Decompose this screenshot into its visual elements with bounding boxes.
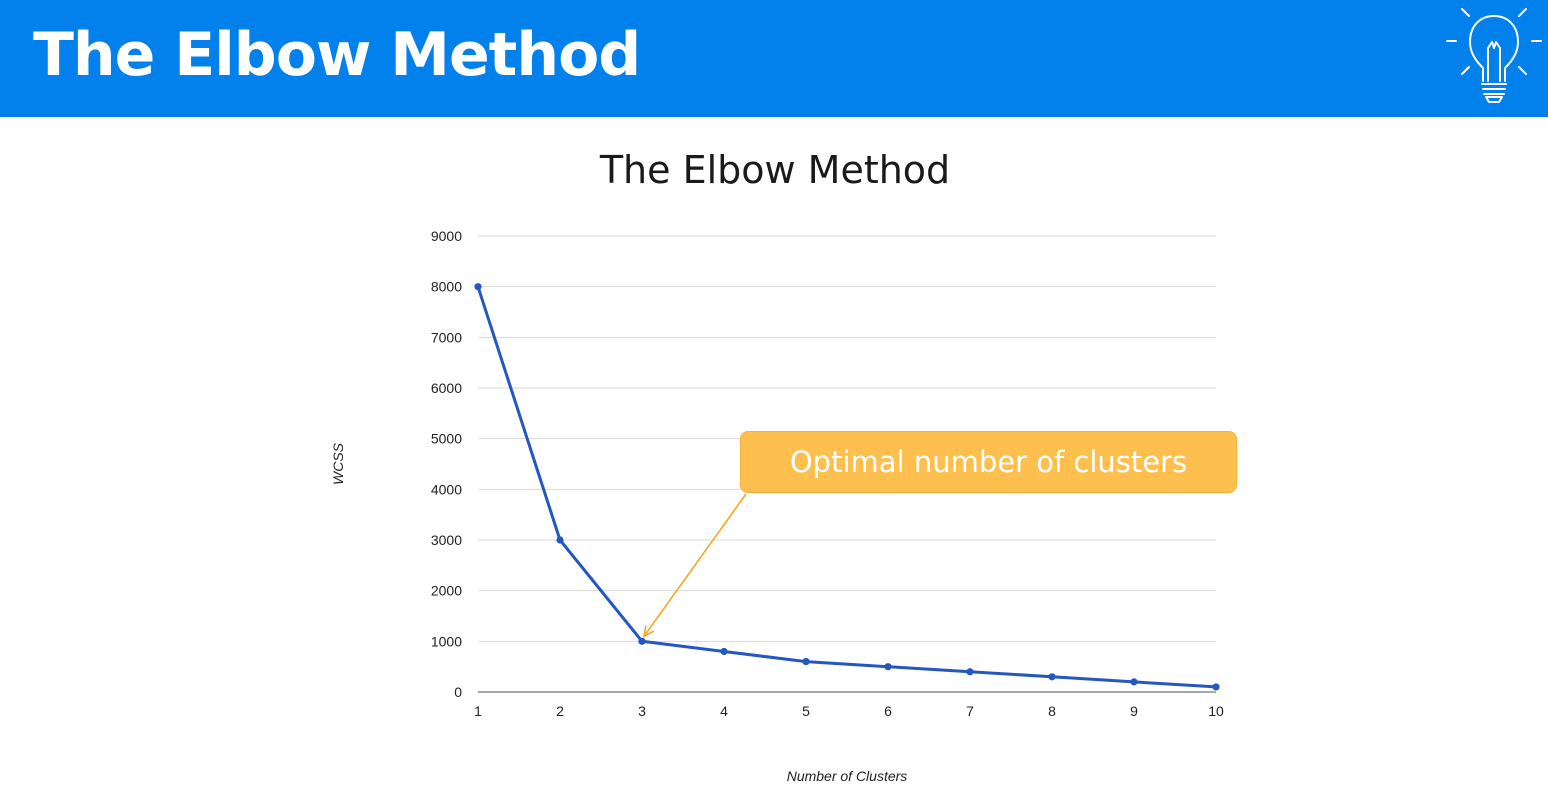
x-tick-label: 3 [638, 703, 646, 719]
data-point [1130, 678, 1138, 686]
lightbulb-icon [1446, 8, 1542, 103]
page-title: The Elbow Method [33, 20, 641, 90]
y-tick-label: 2000 [431, 583, 462, 599]
x-axis-ticks: 1 2 3 4 5 6 7 8 9 10 [474, 703, 1224, 719]
y-tick-label: 1000 [431, 633, 462, 649]
y-tick-label: 7000 [431, 329, 462, 345]
x-tick-label: 10 [1208, 703, 1224, 719]
annotation-text: Optimal number of clusters [789, 445, 1188, 479]
data-point [966, 668, 974, 676]
data-point [884, 663, 892, 671]
x-tick-label: 1 [474, 703, 482, 719]
y-axis-ticks: 0 1000 2000 3000 4000 5000 6000 7000 8000 9000 [431, 228, 462, 700]
x-tick-label: 5 [802, 703, 810, 719]
y-tick-label: 6000 [431, 380, 462, 396]
y-axis-label: WCSS [330, 442, 346, 485]
series-wcss [474, 283, 1220, 691]
annotation-arrow [642, 493, 747, 638]
chart-title: The Elbow Method [599, 148, 950, 192]
data-point [1212, 683, 1220, 691]
arrow-shaft [643, 493, 747, 637]
data-point [720, 647, 728, 656]
y-tick-label: 9000 [431, 228, 462, 244]
annotation-callout: Optimal number of clusters [740, 431, 1237, 493]
data-point [556, 536, 564, 544]
data-point [474, 283, 482, 291]
y-tick-label: 3000 [431, 532, 462, 548]
series-line [476, 285, 1218, 689]
x-tick-label: 2 [556, 703, 564, 719]
x-tick-label: 6 [884, 703, 892, 719]
arrow-head [642, 625, 655, 638]
data-point [638, 637, 646, 645]
y-tick-label: 0 [454, 684, 462, 700]
x-tick-label: 7 [966, 703, 974, 719]
x-axis-label: Number of Clusters [787, 768, 908, 784]
y-tick-label: 8000 [431, 279, 462, 295]
x-tick-label: 8 [1048, 703, 1056, 719]
data-point [802, 658, 810, 666]
data-point [1048, 673, 1056, 681]
header-bar: The Elbow Method [0, 0, 1548, 117]
y-tick-label: 4000 [431, 481, 462, 497]
x-tick-label: 9 [1130, 703, 1138, 719]
y-tick-label: 5000 [431, 431, 462, 447]
x-tick-label: 4 [720, 703, 728, 719]
